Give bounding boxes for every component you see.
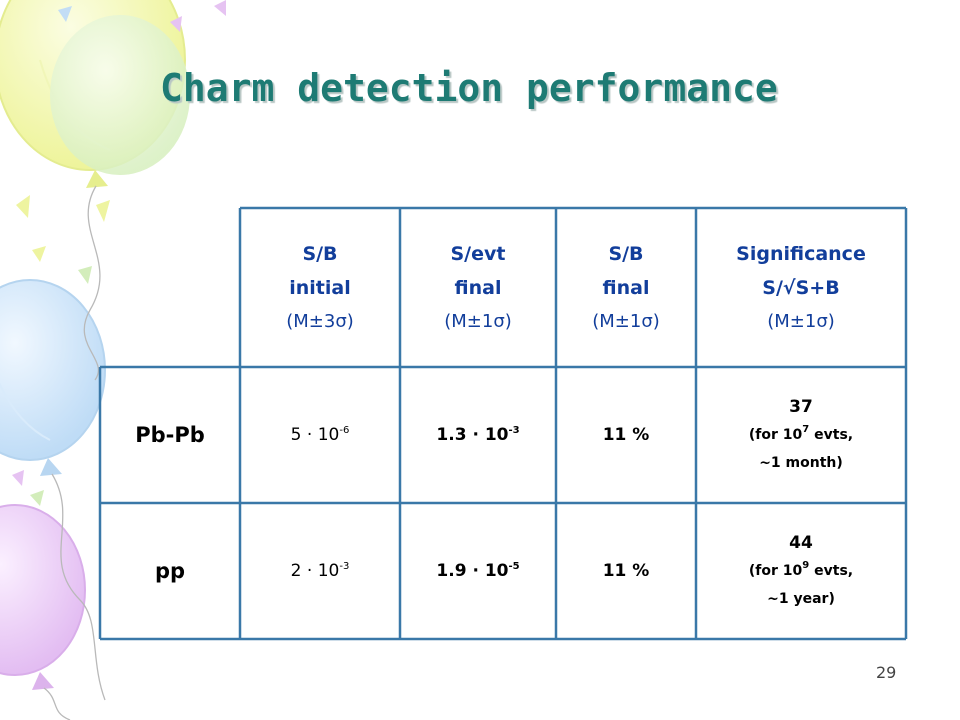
header-line-2: final <box>454 276 502 299</box>
note-prefix: (for 10 <box>748 427 803 443</box>
mantissa: 5 · 10 <box>290 425 340 445</box>
note-exponent: 7 <box>802 424 810 435</box>
note-exponent: 9 <box>802 560 810 571</box>
exponent: -6 <box>339 425 350 436</box>
pp-sb-initial: 2 · 10-3 <box>240 503 400 639</box>
header-line-3: (M±3σ) <box>286 310 354 332</box>
significance-value: 37 <box>789 397 813 417</box>
exponent: -3 <box>339 561 350 572</box>
blue-balloon <box>0 279 106 476</box>
mantissa: 1.9 · 10 <box>436 561 509 581</box>
header-line-1: S/evt <box>450 242 506 265</box>
note-line-2: ~1 year) <box>767 591 835 607</box>
note-prefix: (for 10 <box>748 563 803 579</box>
header-s-evt-final: S/evt final (M±1σ) <box>400 208 556 367</box>
pp-significance: 44 (for 109 evts, ~1 year) <box>696 503 906 639</box>
header-line-2: final <box>602 276 650 299</box>
header-line-1: S/B <box>302 242 338 265</box>
significance-value: 44 <box>789 533 813 553</box>
mantissa: 1.3 · 10 <box>436 425 509 445</box>
note-suffix: evts, <box>809 427 854 443</box>
header-line-3: (M±1σ) <box>767 310 835 332</box>
note-line-2: ~1 month) <box>759 455 843 471</box>
header-line-3: (M±1σ) <box>592 310 660 332</box>
pbpb-significance: 37 (for 107 evts, ~1 month) <box>696 367 906 503</box>
pp-s-evt-final: 1.9 · 10-5 <box>400 503 556 639</box>
pp-sb-final: 11 % <box>602 561 650 581</box>
header-significance: Significance S/√S+B (M±1σ) <box>696 208 906 367</box>
header-line-2: S/√S+B <box>762 276 840 299</box>
mantissa: 2 · 10 <box>290 561 340 581</box>
yellow-triangle-decor <box>16 195 110 262</box>
note-suffix: evts, <box>809 563 854 579</box>
header-sb-final: S/B final (M±1σ) <box>556 208 696 367</box>
pbpb-sb-initial: 5 · 10-6 <box>240 367 400 503</box>
header-sb-initial: S/B initial (M±3σ) <box>240 208 400 367</box>
pbpb-sb-final: 11 % <box>602 425 650 445</box>
exponent: -5 <box>508 561 520 572</box>
slide-title: Charm detection performance <box>160 66 778 110</box>
blue-triangle-decor <box>58 6 72 22</box>
green-triangle-decor <box>30 266 92 506</box>
slide-number: 29 <box>876 663 897 682</box>
exponent: -3 <box>508 425 520 436</box>
purple-balloon <box>0 504 86 690</box>
balloon-strings <box>43 185 106 720</box>
header-line-2: initial <box>289 276 351 299</box>
row-label-pp: pp <box>154 559 186 583</box>
pbpb-s-evt-final: 1.3 · 10-3 <box>400 367 556 503</box>
row-label-pbpb: Pb-Pb <box>135 423 205 447</box>
header-line-1: Significance <box>736 242 866 265</box>
purple-triangle-decor <box>12 0 226 486</box>
header-line-1: S/B <box>608 242 644 265</box>
green-balloon <box>50 15 190 175</box>
header-line-3: (M±1σ) <box>444 310 512 332</box>
